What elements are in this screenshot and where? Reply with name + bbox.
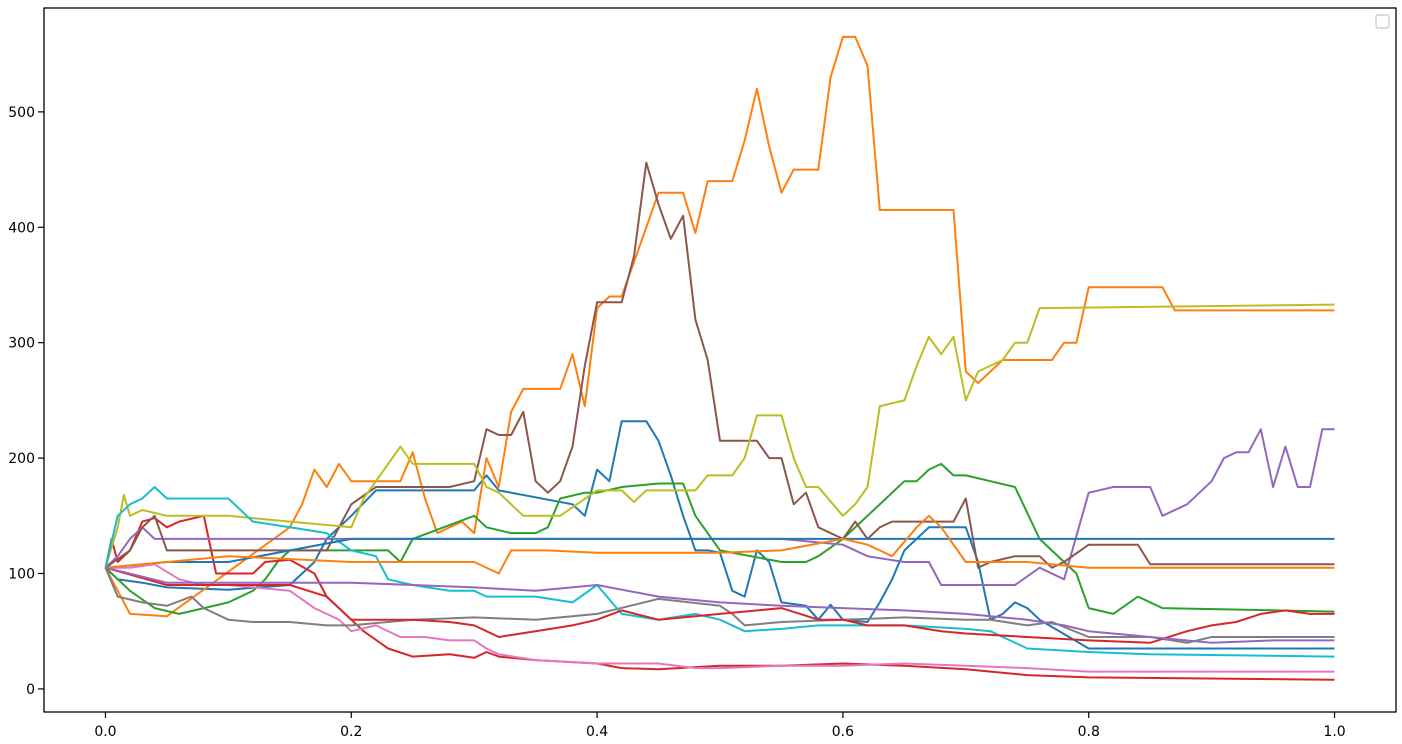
series-line-9 (104, 303, 1335, 568)
series-line-3 (104, 462, 1335, 615)
series-layer (104, 35, 1335, 681)
plot-background (44, 8, 1396, 712)
legend-box (1375, 14, 1390, 29)
x-tick-label: 0.0 (94, 724, 116, 740)
y-tick-label: 400 (8, 220, 35, 236)
series-line-8 (104, 567, 1335, 644)
y-tick-label: 300 (8, 336, 35, 352)
series-line-1 (104, 420, 1335, 650)
series-line-12 (105, 514, 1335, 575)
x-tick-label: 1.0 (1323, 724, 1345, 740)
series-line-6 (104, 161, 1335, 569)
series-line-14 (105, 566, 1335, 644)
x-tick-label: 0.4 (586, 724, 608, 740)
axes-frame (43, 7, 1397, 713)
y-tick-label: 100 (8, 567, 35, 583)
x-tick-label: 0.2 (340, 724, 362, 740)
y-tick-label: 500 (8, 105, 35, 121)
y-tick-label: 200 (8, 451, 35, 467)
x-tick-label: 0.8 (1078, 724, 1100, 740)
x-axis: 0.0 0.2 0.4 0.6 0.8 1.0 (94, 712, 1346, 740)
series-line-2 (104, 35, 1335, 618)
y-tick-label: 0 (26, 682, 35, 698)
y-axis: 0 100 200 300 400 500 (8, 105, 44, 698)
series-line-13 (105, 566, 1335, 644)
x-tick-label: 0.6 (832, 724, 854, 740)
series-line-10 (104, 486, 1335, 658)
